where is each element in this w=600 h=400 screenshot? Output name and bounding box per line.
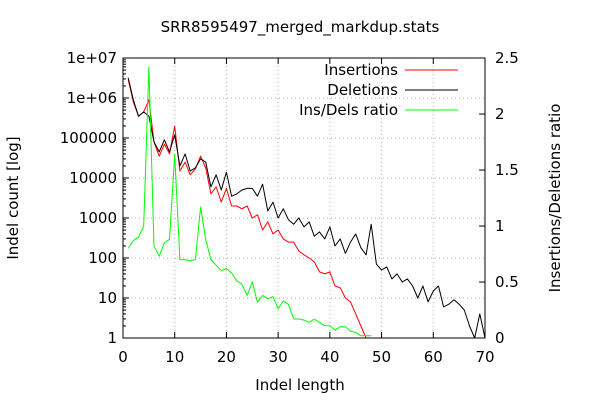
y2-tick-label: 1.5 — [495, 161, 519, 179]
y-tick-label: 1000 — [79, 209, 117, 227]
y2-tick-label: 0 — [495, 329, 505, 347]
x-tick-label: 40 — [320, 348, 339, 366]
x-tick-label: 10 — [165, 348, 184, 366]
x-tick-label: 0 — [118, 348, 128, 366]
y-tick-label: 100000 — [60, 129, 117, 147]
legend-label-deletions: Deletions — [327, 81, 398, 99]
y2-axis: 0 0.5 1 1.5 2 2.5 — [479, 49, 519, 347]
x-tick-label: 70 — [475, 348, 494, 366]
y-axis: 1 10 100 1000 10000 100000 1e+06 1e+07 — [60, 49, 129, 347]
x-tick-label: 60 — [424, 348, 443, 366]
x-tick-label: 30 — [269, 348, 288, 366]
y-tick-label: 100 — [88, 249, 117, 267]
x-tick-label: 20 — [217, 348, 236, 366]
x-axis-label: Indel length — [255, 376, 344, 394]
y2-tick-label: 2.5 — [495, 49, 519, 67]
y-tick-label: 1e+06 — [67, 89, 117, 107]
series-layer — [127, 66, 486, 339]
series-line-ins-dels-ratio — [127, 66, 372, 337]
series-line-deletions — [127, 77, 486, 339]
plot-frame — [122, 57, 486, 339]
y-tick-label: 10000 — [69, 169, 117, 187]
y-tick-label: 10 — [98, 289, 117, 307]
legend: Insertions Deletions Ins/Dels ratio — [299, 61, 458, 119]
x-tick-label: 50 — [372, 348, 391, 366]
y-axis-label: Indel count [log] — [4, 136, 22, 259]
legend-label-insertions: Insertions — [324, 61, 398, 79]
y2-tick-label: 0.5 — [495, 273, 519, 291]
legend-label-ins-dels-ratio: Ins/Dels ratio — [299, 101, 398, 119]
grid — [123, 58, 485, 338]
y-tick-label: 1e+07 — [67, 49, 117, 67]
y2-tick-label: 2 — [495, 105, 505, 123]
series-line-insertions — [127, 79, 372, 339]
x-axis: 0 10 20 30 40 50 60 70 — [118, 58, 495, 366]
chart-title: SRR8595497_merged_markdup.stats — [161, 18, 440, 37]
y2-axis-label: Insertions/Deletions ratio — [546, 104, 564, 293]
y-tick-label: 1 — [107, 329, 117, 347]
y2-tick-label: 1 — [495, 217, 505, 235]
